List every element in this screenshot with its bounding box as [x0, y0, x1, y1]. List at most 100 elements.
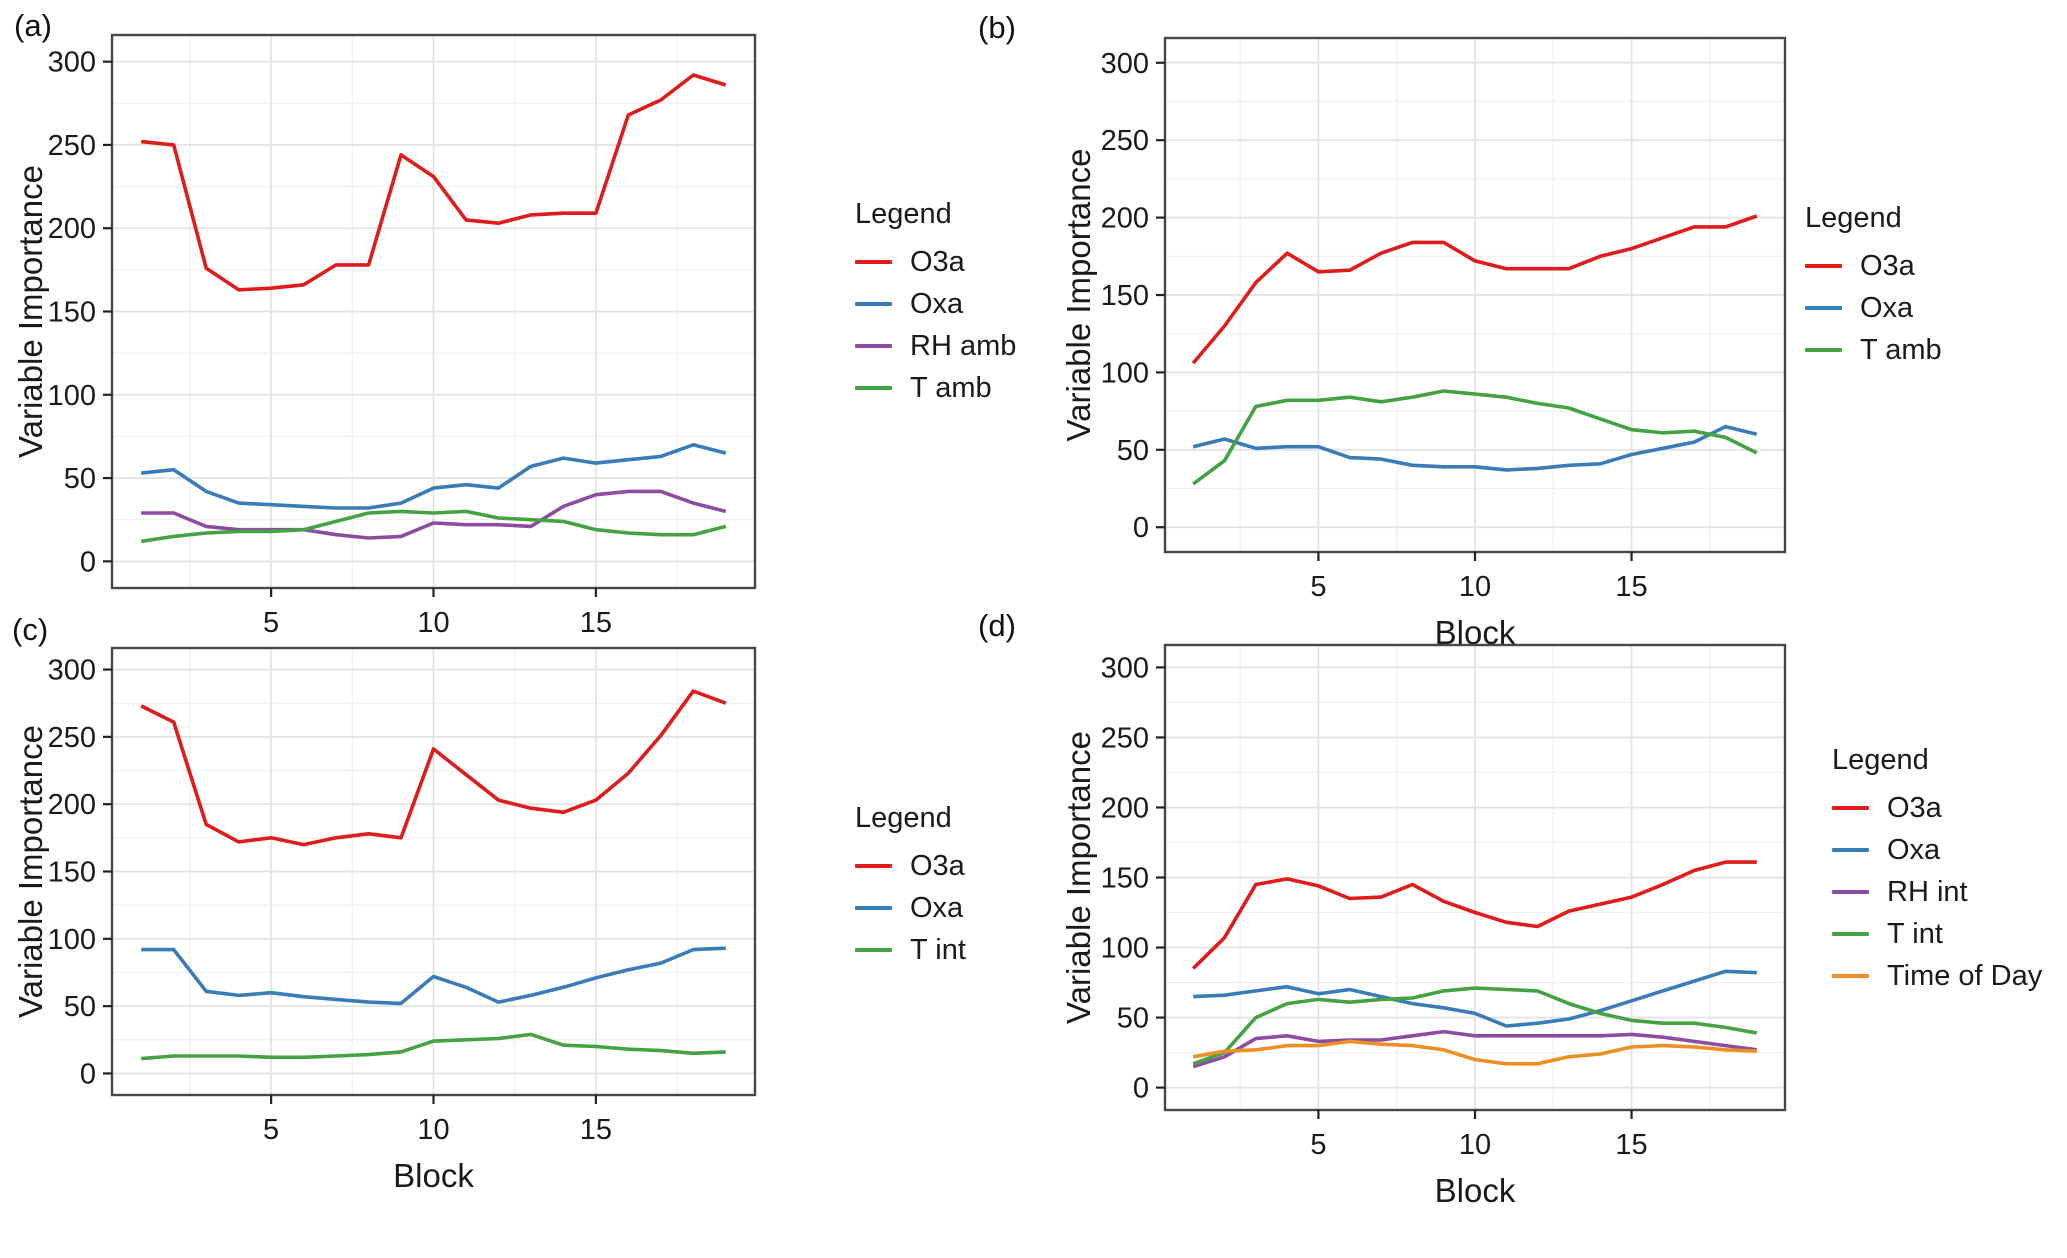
y-tick-label: 200 — [1101, 792, 1149, 824]
legend-line-swatch — [1805, 306, 1842, 310]
y-tick-label: 300 — [48, 655, 96, 687]
legend-line-swatch — [1832, 932, 1869, 936]
series-line-o3a — [141, 73, 727, 292]
x-tick-label: 10 — [417, 607, 449, 639]
panel-c-line-chart: 0 50 100 150 200 250 300 5 10 15 Variable Importan… — [12, 646, 757, 1194]
legend-item-label: T amb — [1860, 333, 1942, 366]
legend-item-label: O3a — [910, 849, 965, 882]
y-tick-label: 200 — [48, 789, 96, 821]
y-axis-title: Variable Importance — [12, 725, 49, 1018]
x-tick-label: 10 — [1459, 571, 1491, 603]
x-axis-title: Block — [393, 1157, 474, 1194]
panel-d-letter: (d) — [978, 608, 1016, 643]
legend-item-o3a: O3a — [1805, 245, 1942, 287]
series-line-o3a — [1191, 860, 1757, 970]
legend-item-oxa: Oxa — [1832, 829, 2042, 871]
y-tick-label: 250 — [1101, 722, 1149, 754]
legend-item-rh-amb: RH amb — [855, 325, 1016, 367]
series-line-rh-int — [1192, 1029, 1758, 1069]
x-tick-label: 15 — [580, 607, 612, 639]
legend-item-t-int: T int — [1832, 913, 2042, 955]
legend-item-oxa: Oxa — [855, 887, 966, 929]
y-tick-label: 250 — [48, 130, 96, 162]
legend-line-swatch — [1832, 974, 1869, 978]
y-tick-label: 0 — [1133, 512, 1149, 544]
series-line-oxa — [141, 946, 726, 1006]
x-tick-label: 5 — [1310, 1129, 1326, 1161]
legend-item-o3a: O3a — [855, 241, 1016, 283]
legend-title: Legend — [1832, 744, 1929, 776]
panel-c-legend: Legend O3a Oxa T int — [855, 802, 966, 971]
legend-line-swatch — [1832, 848, 1869, 852]
series-line-t-amb — [1192, 389, 1758, 486]
legend-item-o3a: O3a — [1832, 787, 2042, 829]
panel-b-letter: (b) — [978, 10, 1016, 45]
legend-item-label: T int — [1887, 917, 1943, 950]
panel-a-line-chart: 0 50 100 150 200 250 300 5 10 15 Variable Importan… — [12, 33, 757, 639]
legend-title: Legend — [855, 198, 952, 230]
y-tick-label: 150 — [48, 857, 96, 889]
y-tick-label: 50 — [1117, 1003, 1149, 1035]
legend-item-o3a: O3a — [855, 845, 966, 887]
y-tick-label: 100 — [1101, 933, 1149, 965]
y-tick-label: 150 — [1101, 863, 1149, 895]
legend-item-label: Time of Day — [1887, 959, 2043, 992]
legend-item-label: O3a — [910, 245, 965, 278]
legend-item-oxa: Oxa — [1805, 287, 1942, 329]
x-tick-label: 5 — [263, 607, 279, 639]
legend-item-t-amb: T amb — [855, 367, 1016, 409]
x-axis-title: Block — [1435, 1172, 1516, 1209]
panel-a-legend: Legend O3a Oxa RH amb T amb — [855, 198, 1016, 409]
series-line-oxa — [141, 442, 727, 510]
legend-line-swatch — [855, 344, 892, 348]
y-tick-label: 300 — [1101, 48, 1149, 80]
legend-item-label: O3a — [1887, 791, 1942, 824]
y-tick-label: 100 — [1101, 357, 1149, 389]
y-tick-label: 50 — [64, 463, 96, 495]
legend-item-label: RH int — [1887, 875, 1968, 908]
series-line-t-int — [1192, 986, 1758, 1066]
y-tick-label: 150 — [48, 297, 96, 329]
y-tick-label: 50 — [1117, 435, 1149, 467]
legend-item-oxa: Oxa — [855, 283, 1016, 325]
legend-title: Legend — [1805, 202, 1902, 234]
legend-item-label: T int — [910, 933, 966, 966]
legend-item-time-of-day: Time of Day — [1832, 955, 2042, 997]
panel-a-letter: (a) — [14, 8, 52, 43]
x-tick-label: 5 — [263, 1114, 279, 1146]
x-tick-label: 10 — [1459, 1129, 1491, 1161]
legend-line-swatch — [1805, 264, 1842, 268]
series-line-t-int — [141, 1032, 726, 1061]
y-tick-label: 100 — [48, 924, 96, 956]
y-axis-title: Variable Importance — [12, 165, 49, 458]
y-tick-label: 50 — [64, 991, 96, 1023]
panel-d-legend: Legend O3a Oxa RH int T int Time of Day — [1832, 744, 2042, 997]
series-line-o3a — [140, 689, 727, 847]
y-tick-label: 100 — [48, 380, 96, 412]
y-axis-title: Variable Importance — [1060, 149, 1097, 442]
y-tick-label: 300 — [1101, 652, 1149, 684]
legend-item-rh-int: RH int — [1832, 871, 2042, 913]
legend-item-label: T amb — [910, 371, 992, 404]
legend-item-label: Oxa — [910, 287, 964, 320]
y-tick-label: 200 — [1101, 203, 1149, 235]
legend-item-t-amb: T amb — [1805, 329, 1942, 371]
series-line-o3a — [1191, 214, 1758, 365]
legend-item-t-int: T int — [855, 929, 966, 971]
legend-item-label: RH amb — [910, 329, 1017, 362]
legend-item-label: Oxa — [1860, 291, 1914, 324]
x-tick-label: 10 — [417, 1114, 449, 1146]
legend-item-label: O3a — [1860, 249, 1915, 282]
x-tick-label: 15 — [1615, 1129, 1647, 1161]
series-line-t-amb — [140, 509, 727, 544]
legend-line-swatch — [1832, 806, 1869, 810]
series-line-time-of-day — [1192, 1039, 1757, 1066]
legend-line-swatch — [855, 864, 892, 868]
x-tick-label: 15 — [580, 1114, 612, 1146]
legend-title: Legend — [855, 802, 952, 834]
y-tick-label: 250 — [1101, 125, 1149, 157]
x-tick-label: 15 — [1615, 571, 1647, 603]
legend-item-label: Oxa — [910, 891, 964, 924]
series-line-oxa — [1193, 969, 1757, 1028]
